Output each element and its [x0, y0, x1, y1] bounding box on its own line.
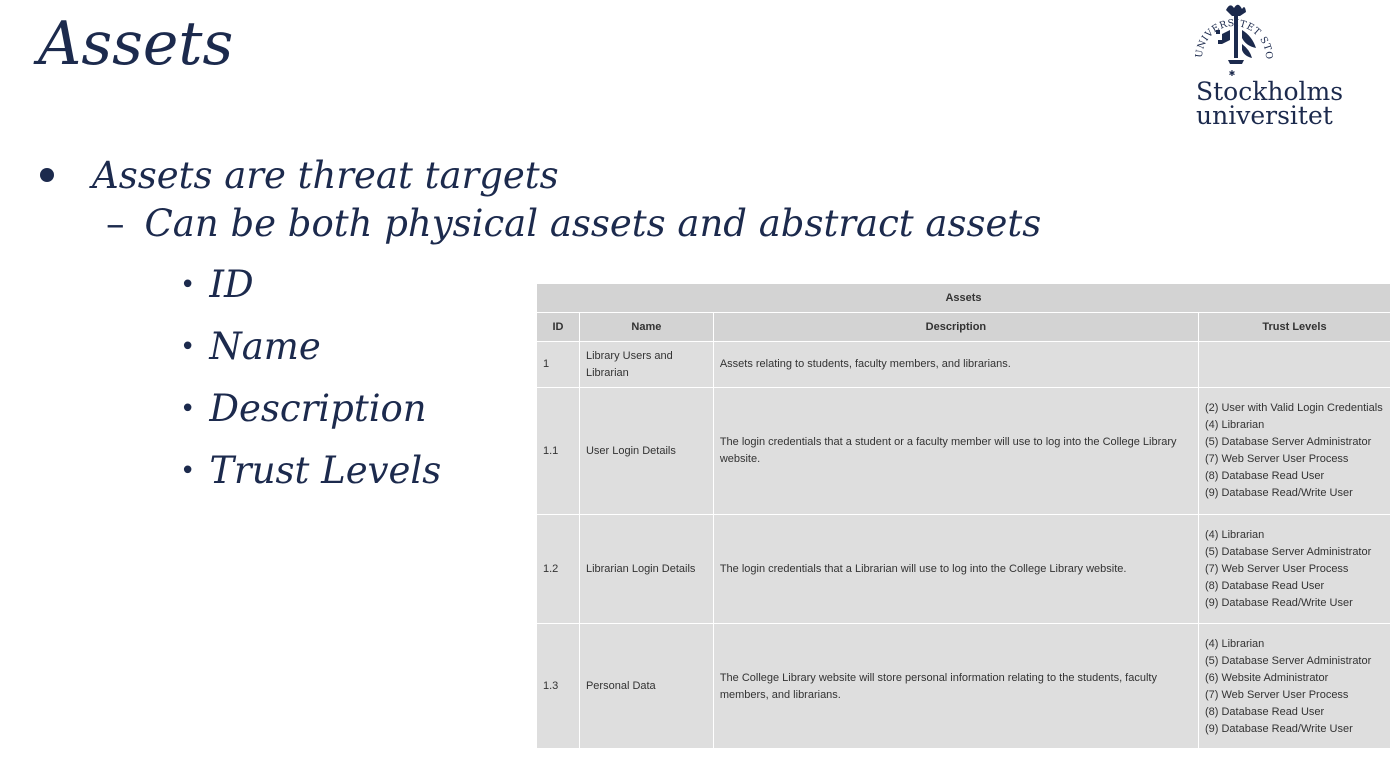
bullet-text: Can be both physical assets and abstract… — [144, 202, 1042, 245]
cell-description: The login credentials that a student or … — [712, 387, 1199, 515]
slide-title: Assets — [38, 9, 234, 79]
bullet-level-1: Assets are threat targets — [40, 152, 559, 200]
sub-bullet-text: Trust Levels — [209, 449, 442, 492]
assets-table: Assets ID Name Description Trust Levels … — [536, 283, 1391, 748]
bullet-text: Assets are threat targets — [92, 154, 559, 197]
logo-line-1: Stockholms — [1196, 77, 1344, 106]
small-bullet-icon: • — [180, 394, 196, 424]
sub-bullet-text: Description — [209, 387, 427, 430]
sub-bullet-id: • ID — [180, 261, 254, 313]
trust-level-item: (7) Web Server User Process — [1204, 562, 1349, 575]
logo-wordmark: Stockholms universitet — [1196, 77, 1344, 130]
trust-level-item: (4) Librarian — [1204, 637, 1265, 650]
sub-bullet-name: • Name — [180, 323, 321, 375]
cell-description: The College Library website will store p… — [712, 623, 1199, 748]
sub-bullet-text: ID — [209, 263, 254, 306]
trust-level-item: (7) Web Server User Process — [1204, 688, 1349, 701]
bullet-dot-icon — [40, 167, 54, 182]
logo-line-2: universitet — [1196, 101, 1333, 130]
university-seal-icon: UNIVERSITET STOCKHOLMS ✱ — [1192, 0, 1274, 78]
small-bullet-icon: • — [180, 332, 196, 362]
trust-level-item: (5) Database Server Administrator — [1204, 436, 1372, 448]
sub-bullet-text: Name — [209, 325, 321, 368]
trust-level-item: (9) Database Read/Write User — [1204, 487, 1353, 499]
trust-level-item: (2) User with Valid Login Credentials — [1204, 402, 1383, 414]
trust-level-item: (8) Database Read User — [1204, 705, 1325, 718]
table-caption-row: Assets — [536, 283, 1391, 313]
cell-name: User Login Details — [578, 387, 714, 515]
bullet-level-2: – Can be both physical assets and abstrac… — [106, 200, 1041, 248]
column-header-id: ID — [536, 312, 580, 342]
trust-level-item: (6) Website Administrator — [1204, 671, 1329, 684]
column-header-description: Description — [712, 312, 1199, 342]
cell-name: Librarian Login Details — [578, 514, 714, 624]
table-caption: Assets — [536, 283, 1391, 313]
trust-level-item: (9) Database Read/Write User — [1204, 722, 1353, 735]
trust-level-item: (8) Database Read User — [1204, 579, 1325, 592]
table-header-row: ID Name Description Trust Levels — [536, 312, 1391, 342]
table-row: 1.1 User Login Details The login credent… — [536, 387, 1391, 515]
cell-name: Library Users and Librarian — [578, 341, 714, 388]
cell-description: The login credentials that a Librarian w… — [712, 514, 1199, 624]
trust-level-item: (8) Database Read User — [1204, 470, 1325, 482]
trust-level-item: (5) Database Server Administrator — [1204, 654, 1372, 667]
cell-trust-levels — [1197, 341, 1391, 388]
cell-id: 1 — [536, 341, 580, 388]
cell-id: 1.2 — [536, 514, 580, 624]
cell-trust-levels: (4) Librarian (5) Database Server Admini… — [1197, 514, 1391, 624]
svg-text:✱: ✱ — [1229, 69, 1236, 78]
table-row: 1.2 Librarian Login Details The login cr… — [536, 514, 1391, 624]
trust-level-item: (4) Librarian — [1204, 528, 1265, 541]
trust-level-item: (4) Librarian — [1204, 419, 1265, 431]
table-row: 1 Library Users and Librarian Assets rel… — [536, 341, 1391, 388]
sub-bullet-description: • Description — [180, 385, 427, 437]
university-logo: UNIVERSITET STOCKHOLMS ✱ Stockholms univ… — [1192, 0, 1362, 134]
cell-id: 1.3 — [536, 623, 580, 748]
small-bullet-icon: • — [180, 456, 196, 486]
dash-icon: – — [106, 202, 125, 245]
trust-level-item: (7) Web Server User Process — [1204, 453, 1349, 465]
cell-name: Personal Data — [578, 623, 714, 748]
assets-table-image: Assets ID Name Description Trust Levels … — [536, 283, 1391, 748]
sub-bullet-trust-levels: • Trust Levels — [180, 447, 441, 499]
table-row: 1.3 Personal Data The College Library we… — [536, 623, 1391, 748]
column-header-trust-levels: Trust Levels — [1197, 312, 1391, 342]
column-header-name: Name — [578, 312, 714, 342]
trust-level-item: (5) Database Server Administrator — [1204, 545, 1372, 558]
cell-trust-levels: (2) User with Valid Login Credentials (4… — [1197, 387, 1391, 515]
small-bullet-icon: • — [180, 270, 196, 300]
trust-level-item: (9) Database Read/Write User — [1204, 596, 1353, 609]
cell-description: Assets relating to students, faculty mem… — [712, 341, 1199, 388]
cell-id: 1.1 — [536, 387, 580, 515]
cell-trust-levels: (4) Librarian (5) Database Server Admini… — [1197, 623, 1391, 748]
